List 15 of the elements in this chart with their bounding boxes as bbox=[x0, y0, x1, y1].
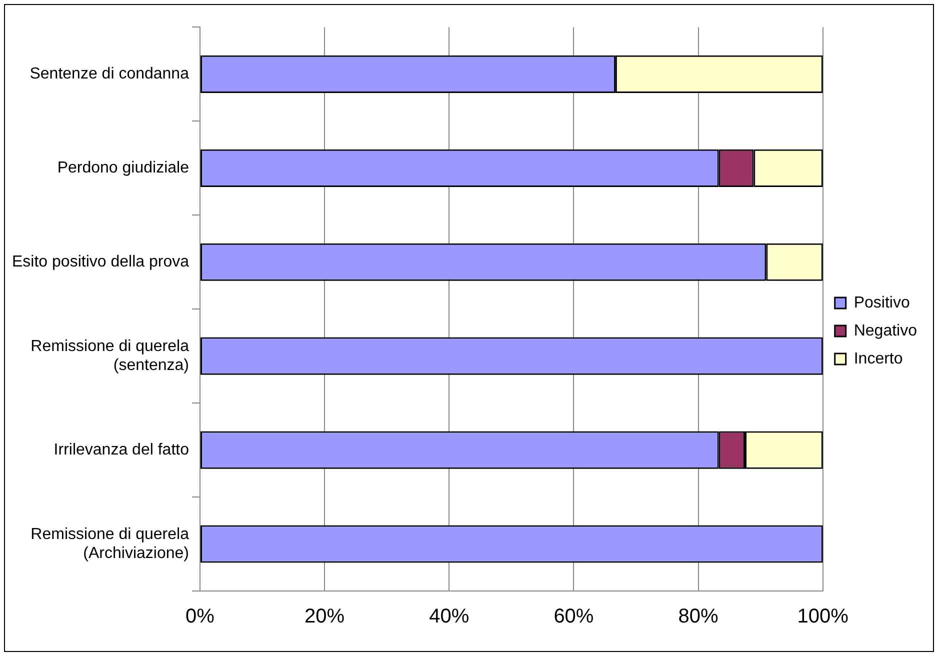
x-tick-label: 80% bbox=[678, 606, 719, 628]
x-tick-label: 60% bbox=[554, 606, 594, 628]
x-tick-label: 100% bbox=[797, 606, 849, 628]
y-tick-label: Perdono giudiziale bbox=[57, 160, 190, 177]
x-tick-label: 40% bbox=[429, 606, 470, 628]
y-tick-label: Remissione di querela (sentenza) bbox=[30, 338, 190, 374]
y-tick-label: Esito positivo della prova bbox=[12, 254, 190, 271]
x-tick-label: 20% bbox=[304, 606, 345, 628]
legend-label: Positivo bbox=[854, 294, 910, 312]
legend-label: Incerto bbox=[854, 350, 903, 368]
y-tick-label: Irrilevanza del fatto bbox=[54, 441, 190, 458]
legend-label: Negativo bbox=[854, 322, 918, 340]
y-tick-label: Remissione di querela (Archiviazione) bbox=[30, 526, 190, 562]
x-tick-label: 0% bbox=[186, 606, 215, 628]
y-tick-label: Sentenze di condanna bbox=[30, 66, 190, 83]
